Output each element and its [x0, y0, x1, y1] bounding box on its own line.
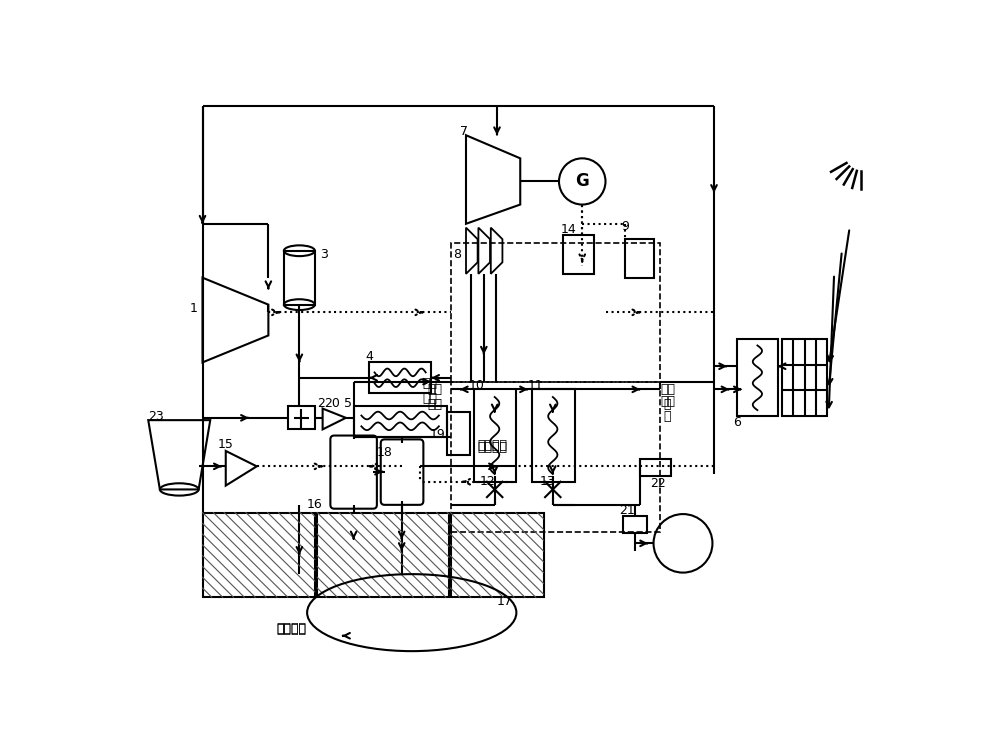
Bar [447, 413, 470, 455]
Text: 矿井
水: 矿井 水 [660, 395, 675, 423]
Text: 20: 20 [324, 397, 340, 410]
Bar [354, 407, 447, 437]
Text: 19: 19 [430, 427, 445, 441]
Text: G: G [575, 172, 589, 191]
Text: 12: 12 [480, 475, 496, 488]
Text: 2: 2 [317, 397, 325, 410]
Text: 杂质气体: 杂质气体 [478, 441, 508, 453]
Bar [737, 339, 778, 416]
Text: 杂质气体: 杂质气体 [478, 439, 508, 452]
Text: 5: 5 [344, 397, 352, 410]
Text: 8: 8 [453, 248, 461, 261]
Text: 14: 14 [561, 223, 576, 236]
Text: 生活
用水: 生活 用水 [428, 383, 442, 411]
Bar [288, 407, 315, 430]
Bar [563, 235, 594, 274]
Text: 13: 13 [540, 475, 555, 488]
Text: 22: 22 [650, 477, 665, 490]
Text: 18: 18 [377, 446, 393, 459]
Text: 地质封存: 地质封存 [277, 623, 307, 636]
Text: 17: 17 [497, 594, 513, 608]
Text: 11: 11 [528, 379, 544, 392]
Bar [450, 513, 544, 597]
Bar [640, 459, 671, 476]
Text: 15: 15 [218, 439, 234, 451]
Text: 4: 4 [365, 350, 373, 364]
Text: 23: 23 [148, 410, 164, 423]
Bar [532, 390, 574, 482]
Text: 7: 7 [460, 125, 468, 138]
Bar [369, 362, 431, 393]
Text: 21: 21 [619, 505, 634, 517]
Bar [317, 513, 449, 597]
Bar [474, 390, 516, 482]
Text: 生活
用水: 生活 用水 [423, 377, 438, 405]
Bar [625, 239, 654, 278]
Text: 1: 1 [189, 302, 197, 315]
Bar [284, 251, 315, 305]
Bar [202, 513, 315, 597]
Text: 地质封存: 地质封存 [277, 622, 307, 634]
Text: 矿井
水: 矿井 水 [660, 383, 675, 411]
Bar [450, 381, 660, 532]
Text: 10: 10 [468, 379, 484, 392]
Text: 16: 16 [307, 499, 323, 511]
Bar [450, 243, 660, 381]
Text: 9: 9 [621, 220, 629, 232]
Bar [623, 516, 647, 533]
Text: 3: 3 [320, 248, 328, 261]
Bar [782, 339, 827, 416]
Text: 6: 6 [733, 416, 741, 429]
